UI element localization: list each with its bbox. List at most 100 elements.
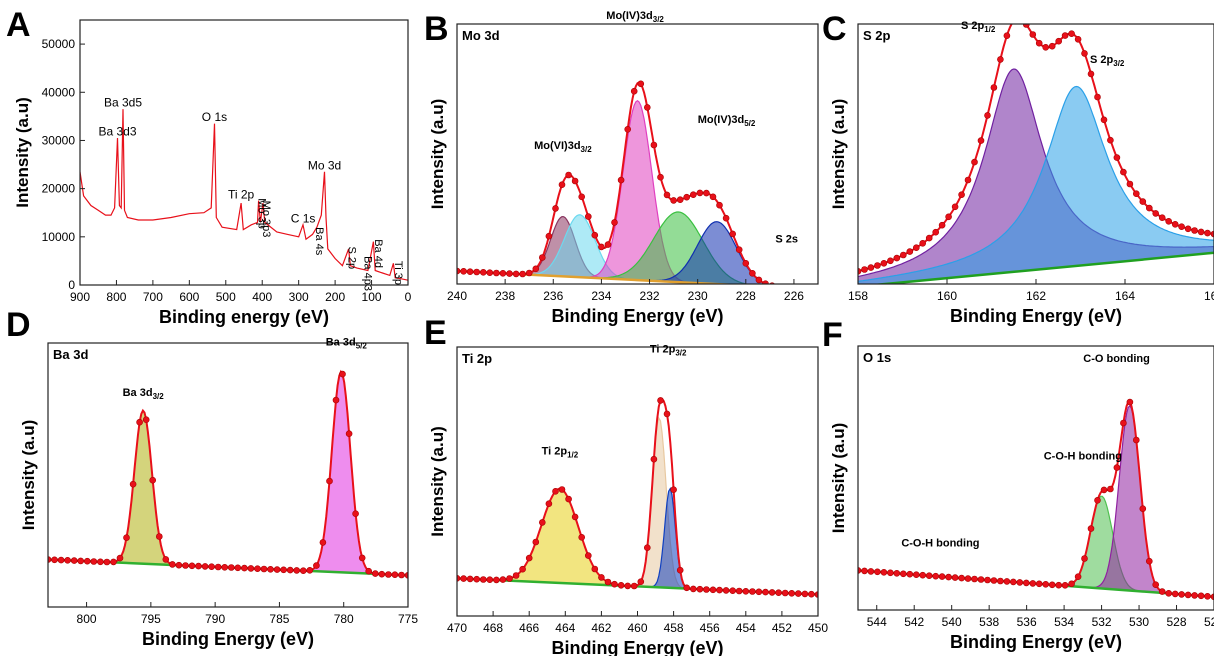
data-point: [280, 566, 287, 574]
data-point: [241, 564, 248, 572]
data-point: [887, 569, 894, 577]
fit-envelope: [858, 401, 1214, 598]
x-tick-label: 785: [269, 612, 289, 626]
data-point: [201, 563, 209, 570]
data-point: [676, 566, 684, 574]
data-point: [493, 576, 500, 584]
x-tick-label: 780: [334, 612, 354, 626]
x-tick-label: 500: [216, 290, 236, 304]
peak-annotation: S 2p1/2: [961, 20, 996, 34]
data-point: [538, 519, 546, 526]
data-point: [977, 576, 985, 583]
data-point: [1120, 419, 1127, 427]
data-point: [103, 558, 111, 566]
data-point: [683, 584, 691, 592]
data-point: [1107, 485, 1114, 493]
data-point: [1003, 578, 1011, 585]
data-point: [604, 578, 612, 586]
x-axis-label: Binding Energy (eV): [551, 638, 723, 656]
peak-component: [858, 404, 1214, 598]
x-tick-label: 400: [252, 290, 272, 304]
data-point: [1055, 37, 1062, 45]
data-point: [1107, 136, 1114, 144]
data-point: [1204, 229, 1211, 237]
data-point: [479, 576, 487, 583]
data-point: [643, 544, 651, 552]
data-point: [1023, 579, 1030, 587]
data-point: [1139, 198, 1147, 205]
x-tick-label: 236: [543, 289, 563, 303]
data-point: [867, 264, 875, 271]
x-tick-label: 458: [664, 621, 684, 635]
data-point: [565, 495, 572, 503]
data-point: [997, 56, 1004, 63]
data-point: [749, 588, 756, 595]
data-point: [598, 574, 605, 581]
peak-annotation: Mo 3p: [256, 198, 268, 229]
data-point: [617, 176, 625, 184]
panel-letter-d: D: [6, 306, 31, 344]
data-point: [906, 248, 914, 255]
data-point: [208, 563, 215, 571]
data-point: [512, 270, 520, 278]
data-point: [136, 418, 143, 426]
data-point: [1061, 32, 1069, 39]
data-point: [742, 259, 750, 267]
data-point: [1158, 214, 1166, 221]
data-point: [925, 234, 933, 242]
data-point: [906, 570, 914, 578]
panel-letter-e: E: [424, 314, 447, 352]
x-tick-label: 452: [772, 621, 792, 635]
x-tick-label: 450: [808, 621, 828, 635]
data-point: [703, 189, 710, 197]
peak-annotation: Mo(IV)3d5/2: [698, 114, 756, 128]
data-point: [925, 572, 933, 580]
data-point: [169, 561, 176, 568]
data-point: [1165, 589, 1172, 597]
data-point: [861, 266, 868, 273]
data-point: [1146, 557, 1153, 565]
data-point: [735, 246, 743, 253]
data-point: [650, 455, 658, 463]
panel-title: Ti 2p: [462, 351, 492, 366]
data-point: [945, 573, 952, 581]
data-point: [1035, 39, 1043, 47]
data-point: [919, 240, 927, 247]
data-point: [584, 552, 592, 559]
data-point: [228, 564, 235, 571]
peak-annotation: O 1s: [202, 110, 227, 124]
survey-line: [80, 109, 408, 281]
x-tick-label: 526: [1204, 615, 1214, 629]
data-point: [964, 176, 972, 184]
data-point: [742, 587, 750, 595]
data-point: [1074, 573, 1082, 581]
data-point: [545, 232, 553, 240]
data-point: [460, 575, 467, 582]
data-point: [755, 588, 763, 596]
data-point: [1133, 436, 1140, 444]
data-point: [932, 572, 940, 580]
data-point: [538, 254, 546, 261]
data-point: [1146, 204, 1153, 212]
data-point: [808, 590, 815, 598]
data-point: [260, 565, 268, 573]
y-axis-label: Intensity (a.u): [829, 99, 848, 210]
baseline-line: [872, 251, 1214, 284]
axes-frame: [857, 345, 1214, 611]
data-point: [657, 397, 664, 404]
data-point: [1191, 592, 1198, 599]
data-point: [221, 563, 228, 571]
y-tick-label: 50000: [42, 37, 76, 51]
panel-title: O 1s: [863, 350, 891, 365]
plot-area: [858, 398, 1214, 601]
x-tick-label: 462: [591, 621, 611, 635]
data-point: [1068, 580, 1075, 588]
x-tick-label: 228: [736, 289, 756, 303]
data-point: [293, 567, 301, 574]
data-point: [479, 268, 487, 276]
data-point: [571, 513, 579, 521]
data-point: [611, 219, 618, 226]
data-point: [1074, 35, 1082, 43]
data-point: [1087, 525, 1095, 532]
data-point: [984, 112, 991, 119]
